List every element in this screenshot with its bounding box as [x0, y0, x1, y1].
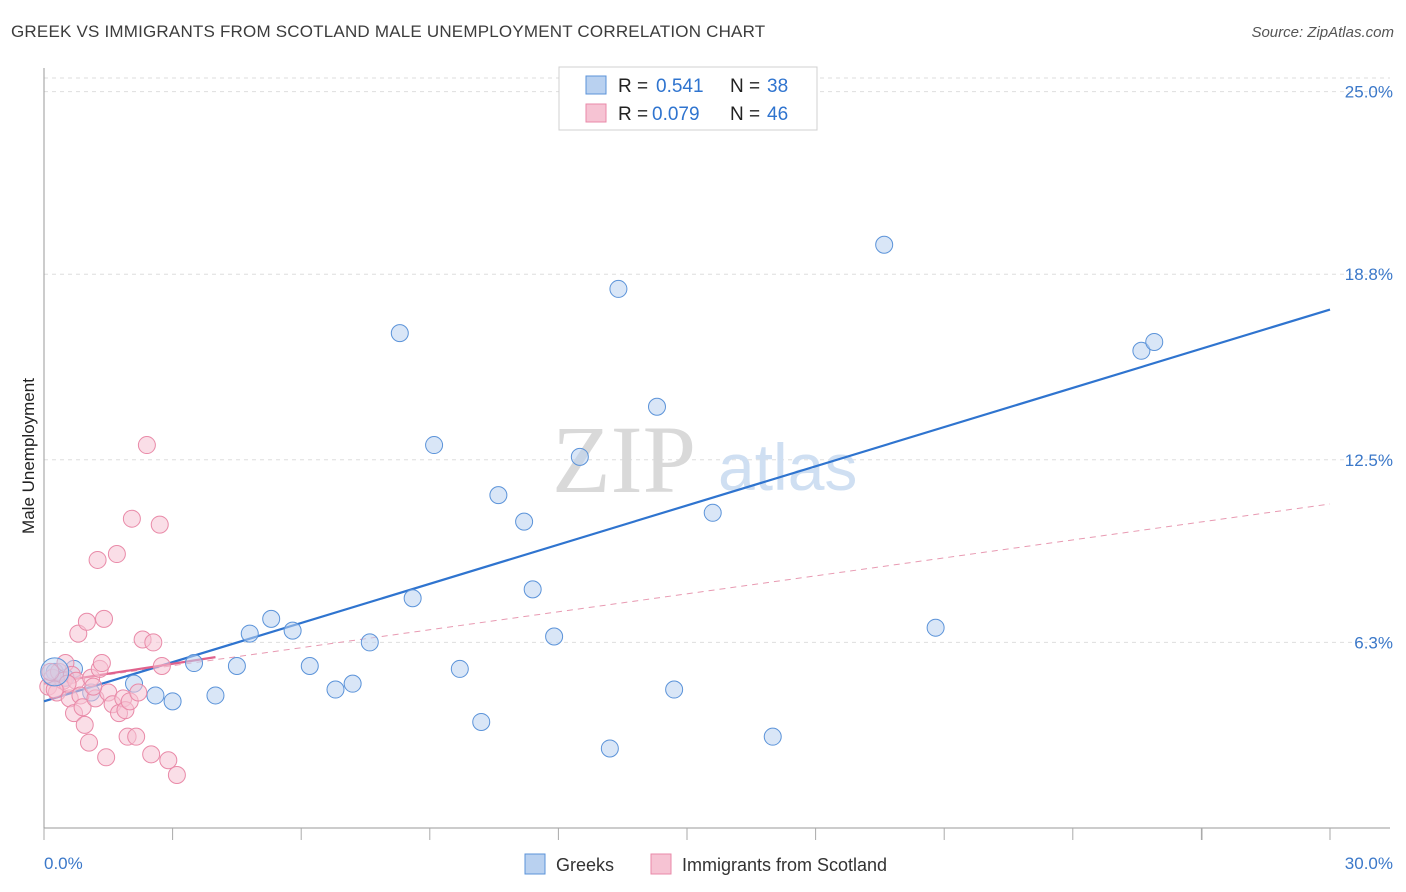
greeks-point	[403, 589, 422, 608]
scotland-point	[137, 436, 156, 455]
legend-n-value: 38	[767, 76, 788, 97]
greeks-point	[1132, 341, 1151, 360]
data-points	[39, 82, 1164, 784]
greeks-point	[390, 324, 409, 343]
greeks-point	[343, 674, 362, 693]
y-tick-label: 12.5%	[1345, 451, 1393, 470]
scotland-point	[84, 677, 103, 696]
y-axis-title: Male Unemployment	[19, 378, 38, 534]
scotland-point	[77, 612, 96, 631]
greeks-point	[489, 486, 508, 505]
scotland-point	[167, 765, 186, 784]
axes	[43, 68, 1390, 829]
scotland-point	[73, 698, 92, 717]
scotland-point	[152, 656, 171, 675]
watermark: ZIP atlas	[552, 406, 857, 513]
legend-swatch-greeks	[585, 75, 607, 95]
trend-line-dashed-1	[43, 503, 1331, 685]
scotland-point	[41, 662, 60, 681]
bottom-legend-label-greeks: Greeks	[556, 855, 614, 875]
greeks-point	[647, 397, 666, 416]
legend-r-label: R =	[618, 104, 648, 125]
greeks-point	[875, 235, 894, 254]
legend-r-value: 0.079	[652, 104, 700, 125]
scotland-point	[150, 515, 169, 534]
series-legend: Greeks Immigrants from Scotland	[524, 853, 887, 875]
x-ticks	[43, 828, 1331, 840]
greeks-point	[763, 727, 782, 746]
grid-lines	[44, 77, 1390, 643]
greeks-point	[163, 692, 182, 711]
greeks-point	[240, 624, 259, 643]
legend-n-label: N =	[730, 76, 760, 97]
watermark-atlas: atlas	[718, 430, 857, 504]
greeks-point	[926, 618, 945, 637]
bottom-legend-swatch-scotland	[650, 853, 672, 875]
correlation-legend: R = 0.541 N = 38 R = 0.079 N = 46	[558, 66, 818, 131]
y-tick-label: 18.8%	[1345, 265, 1393, 284]
greeks-point	[146, 686, 165, 705]
greeks-point	[600, 739, 619, 758]
scotland-point	[159, 751, 178, 770]
x-tick-label: 30.0%	[1345, 854, 1393, 873]
scotland-point	[88, 550, 107, 569]
greeks-point	[326, 680, 345, 699]
source-label: Source: ZipAtlas.com	[1251, 24, 1394, 41]
greeks-point	[185, 654, 204, 673]
scotland-point	[97, 748, 116, 767]
legend-r-label: R =	[618, 76, 648, 97]
greeks-point	[450, 659, 469, 678]
scotland-point	[92, 654, 111, 673]
scotland-point	[144, 633, 163, 652]
x-tick-labels: 0.0% 30.0%	[44, 854, 1393, 873]
scotland-point	[142, 745, 161, 764]
greeks-point	[227, 656, 246, 675]
bottom-legend-label-scotland: Immigrants from Scotland	[682, 855, 887, 875]
scotland-point	[107, 545, 126, 564]
legend-n-label: N =	[730, 104, 760, 125]
bottom-legend-swatch-greeks	[524, 853, 546, 875]
scotland-point	[122, 509, 141, 528]
legend-n-value: 46	[767, 104, 788, 125]
greeks-point	[1145, 332, 1164, 351]
greeks-point	[262, 609, 281, 628]
y-tick-label: 25.0%	[1345, 83, 1393, 102]
scotland-point	[80, 733, 99, 752]
legend-r-value: 0.541	[656, 76, 704, 97]
greeks-point	[703, 503, 722, 522]
greeks-point	[472, 712, 491, 731]
greeks-point	[515, 512, 534, 531]
scotland-point	[127, 727, 146, 746]
greeks-point-cluster	[40, 657, 70, 687]
legend-swatch-scotland	[585, 103, 607, 123]
scotland-point	[75, 715, 94, 734]
greeks-point	[360, 633, 379, 652]
greeks-point	[425, 436, 444, 455]
scotland-point	[129, 683, 148, 702]
scotland-point	[95, 609, 114, 628]
greeks-point	[206, 686, 225, 705]
greeks-point	[523, 580, 542, 599]
y-tick-label: 6.3%	[1354, 633, 1393, 652]
chart-title: GREEK VS IMMIGRANTS FROM SCOTLAND MALE U…	[11, 22, 766, 41]
greeks-point	[609, 279, 628, 298]
greeks-point	[545, 627, 564, 646]
greeks-point	[570, 447, 589, 466]
greeks-point	[665, 680, 684, 699]
greeks-point	[300, 656, 319, 675]
y-tick-labels: 6.3% 12.5% 18.8% 25.0%	[1345, 83, 1393, 653]
x-tick-label: 0.0%	[44, 854, 83, 873]
greeks-point	[283, 621, 302, 640]
